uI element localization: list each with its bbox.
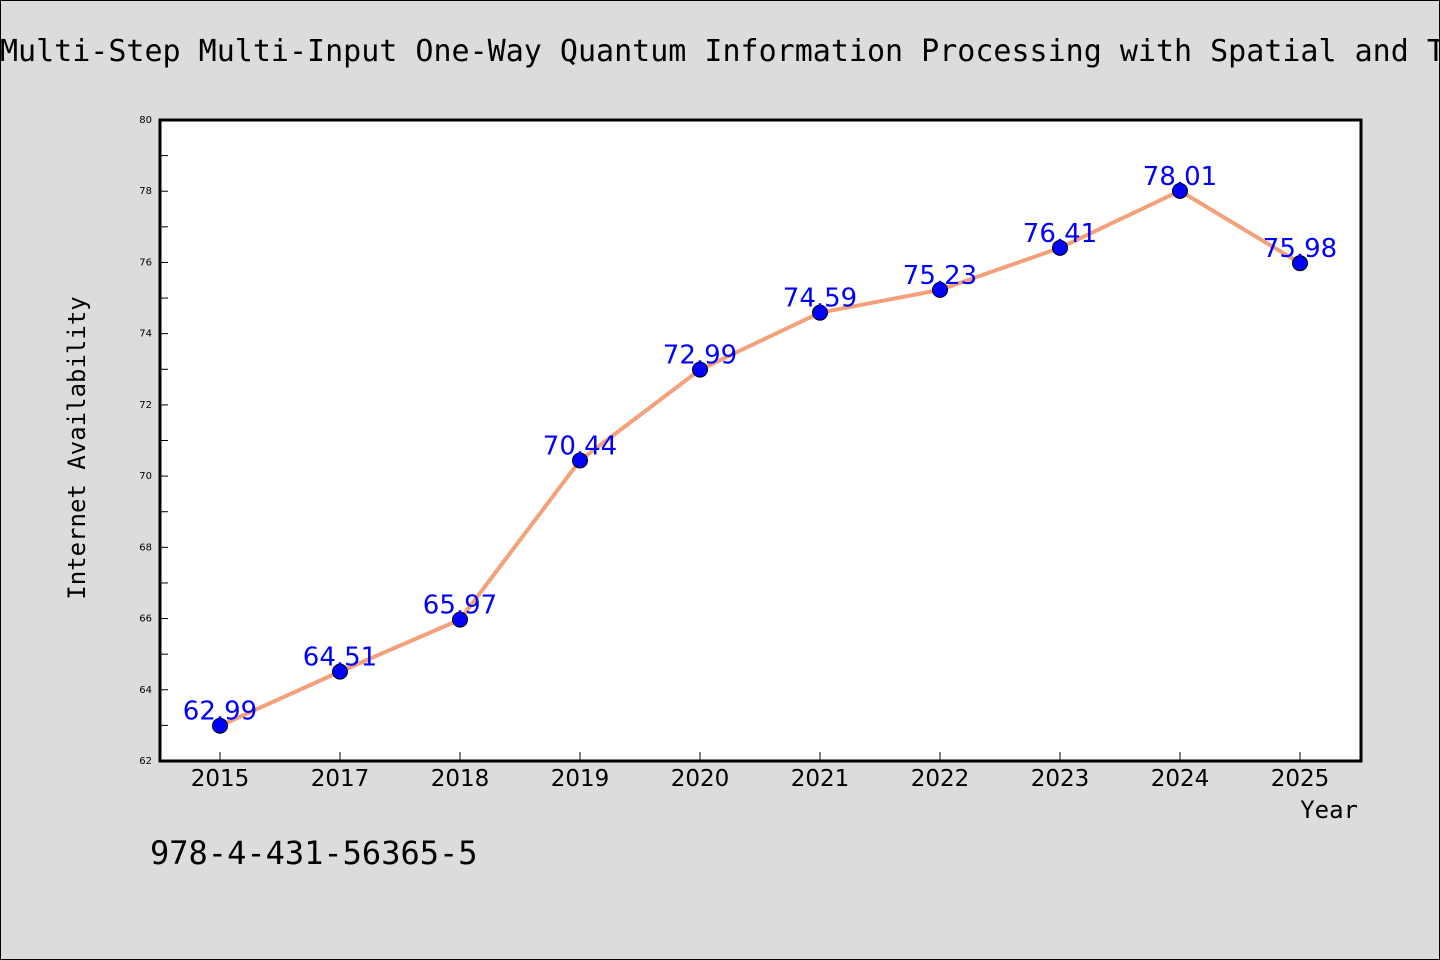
data-label: 75.23	[903, 261, 977, 291]
data-label: 65.97	[423, 591, 497, 621]
y-tick-label: 78	[139, 186, 152, 197]
data-label: 70.44	[543, 431, 617, 461]
x-tick-label: 2021	[791, 766, 850, 792]
data-point	[812, 304, 828, 321]
data-point	[212, 717, 228, 734]
x-tick-label: 2025	[1271, 766, 1330, 792]
markers-group	[212, 182, 1308, 734]
y-tick-label: 62	[139, 756, 152, 767]
chart-title: Multi-Step Multi-Input One-Way Quantum I…	[0, 34, 1440, 69]
y-tick-label: 66	[139, 614, 152, 625]
x-axis: 2015 2017 2018 2019 2020 2021 2022 2023 2024 2025	[191, 752, 1330, 792]
y-tick-label: 72	[139, 400, 152, 411]
x-tick-label: 2024	[1151, 766, 1210, 792]
x-tick-label: 2022	[911, 766, 970, 792]
y-tick-label: 74	[139, 329, 152, 340]
series-line	[219, 188, 1302, 728]
data-point	[1172, 182, 1188, 199]
data-point	[332, 663, 348, 680]
x-axis-label: Year	[1300, 796, 1358, 824]
data-label: 72.99	[663, 341, 737, 371]
data-label: 62.99	[183, 697, 257, 727]
y-tick-label: 64	[139, 685, 152, 696]
x-tick-label: 2018	[431, 766, 490, 792]
data-label: 74.59	[783, 284, 857, 314]
data-labels-group: 62.99 64.51 65.97 70.44 72.99 74.59 75.23 76.41…	[183, 162, 1337, 727]
x-tick-label: 2019	[551, 766, 610, 792]
data-point	[572, 452, 588, 469]
y-tick-label: 70	[139, 471, 152, 482]
series-line-group	[219, 188, 1302, 728]
data-point	[1052, 239, 1068, 256]
y-tick-label: 80	[139, 115, 152, 126]
y-tick-label: 68	[139, 542, 152, 553]
isbn-text: 978-4-431-56365-5	[150, 834, 478, 872]
x-tick-label: 2015	[191, 766, 250, 792]
data-point	[452, 611, 468, 628]
x-tick-label: 2017	[311, 766, 370, 792]
data-label: 78.01	[1143, 162, 1217, 192]
data-label: 75.98	[1263, 234, 1337, 264]
data-point	[932, 281, 948, 298]
data-point	[692, 361, 708, 378]
data-label: 76.41	[1023, 219, 1097, 249]
x-tick-label: 2020	[671, 766, 730, 792]
x-tick-label: 2023	[1031, 766, 1090, 792]
y-tick-label: 76	[139, 257, 152, 268]
plot-area	[158, 118, 1363, 763]
data-label: 64.51	[303, 643, 377, 673]
y-axis: 62 64 66 68 70 72 74 76 78 80	[139, 115, 168, 767]
data-point	[1292, 255, 1308, 272]
